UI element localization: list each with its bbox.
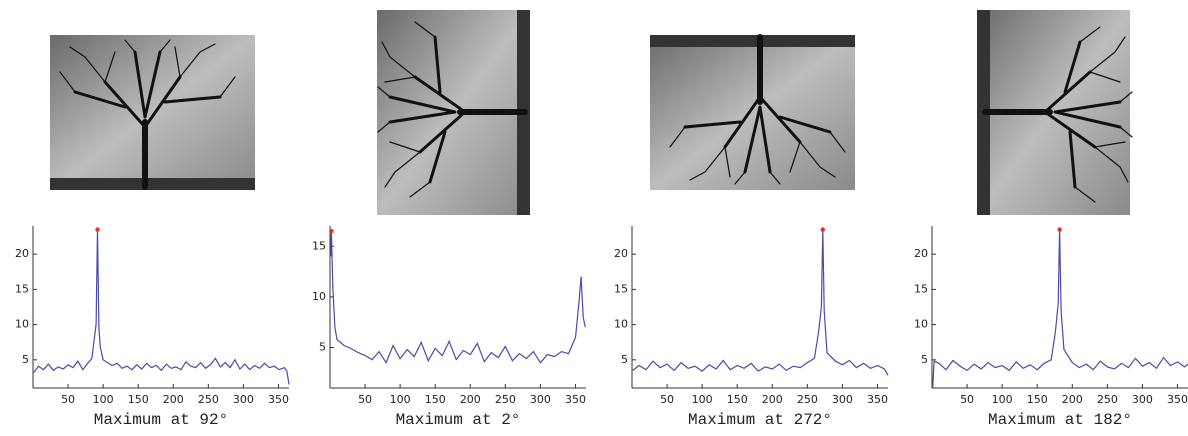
x-tick-label: 250 bbox=[198, 393, 219, 406]
x-tick-label: 100 bbox=[692, 393, 713, 406]
x-tick-label: 50 bbox=[61, 393, 75, 406]
x-axis-label: Maximum at 272° bbox=[688, 411, 832, 429]
x-tick-label: 350 bbox=[268, 393, 289, 406]
x-tick-label: 100 bbox=[93, 393, 114, 406]
x-tick-label: 250 bbox=[495, 393, 516, 406]
data-line bbox=[932, 229, 1188, 389]
y-tick-label: 15 bbox=[15, 282, 29, 295]
x-tick-label: 150 bbox=[727, 393, 748, 406]
peak-marker bbox=[95, 227, 100, 232]
x-tick-label: 350 bbox=[1167, 393, 1188, 406]
x-tick-label: 300 bbox=[530, 393, 551, 406]
x-tick-label: 50 bbox=[358, 393, 372, 406]
x-tick-label: 200 bbox=[163, 393, 184, 406]
x-tick-label: 300 bbox=[233, 393, 254, 406]
photo bbox=[377, 10, 530, 215]
x-tick-label: 150 bbox=[425, 393, 446, 406]
peak-marker bbox=[820, 227, 825, 232]
y-tick-label: 20 bbox=[614, 247, 628, 260]
x-tick-label: 300 bbox=[1132, 393, 1153, 406]
y-tick-label: 15 bbox=[914, 282, 928, 295]
y-tick-label: 10 bbox=[15, 318, 29, 331]
x-tick-label: 50 bbox=[660, 393, 674, 406]
data-line bbox=[330, 231, 586, 365]
photo bbox=[650, 35, 855, 190]
data-line bbox=[632, 229, 889, 376]
y-tick-label: 20 bbox=[15, 247, 29, 260]
peak-marker bbox=[329, 228, 334, 234]
y-tick-label: 10 bbox=[614, 318, 628, 331]
x-tick-label: 100 bbox=[390, 393, 411, 406]
x-axis-label: Maximum at 92° bbox=[94, 411, 228, 429]
x-tick-label: 150 bbox=[1027, 393, 1048, 406]
x-tick-label: 300 bbox=[832, 393, 853, 406]
x-tick-label: 250 bbox=[1097, 393, 1118, 406]
x-tick-label: 250 bbox=[797, 393, 818, 406]
x-tick-label: 200 bbox=[762, 393, 783, 406]
x-tick-label: 350 bbox=[565, 393, 586, 406]
photo bbox=[977, 10, 1132, 215]
y-tick-label: 10 bbox=[914, 318, 928, 331]
x-axis-label: Maximum at 2° bbox=[396, 411, 521, 429]
x-tick-label: 200 bbox=[460, 393, 481, 406]
photo bbox=[50, 35, 255, 190]
x-tick-label: 100 bbox=[992, 393, 1013, 406]
y-tick-label: 10 bbox=[312, 290, 326, 303]
data-line bbox=[33, 229, 290, 385]
x-axis-label: Maximum at 182° bbox=[988, 411, 1132, 429]
x-tick-label: 350 bbox=[867, 393, 888, 406]
y-tick-label: 5 bbox=[621, 353, 628, 366]
y-tick-label: 5 bbox=[319, 341, 326, 354]
y-tick-label: 5 bbox=[22, 353, 29, 366]
y-tick-label: 15 bbox=[312, 239, 326, 252]
y-tick-label: 5 bbox=[921, 353, 928, 366]
x-tick-label: 150 bbox=[128, 393, 149, 406]
y-tick-label: 15 bbox=[614, 282, 628, 295]
x-tick-label: 200 bbox=[1062, 393, 1083, 406]
peak-marker bbox=[1057, 227, 1062, 232]
x-tick-label: 50 bbox=[960, 393, 974, 406]
y-tick-label: 20 bbox=[914, 247, 928, 260]
